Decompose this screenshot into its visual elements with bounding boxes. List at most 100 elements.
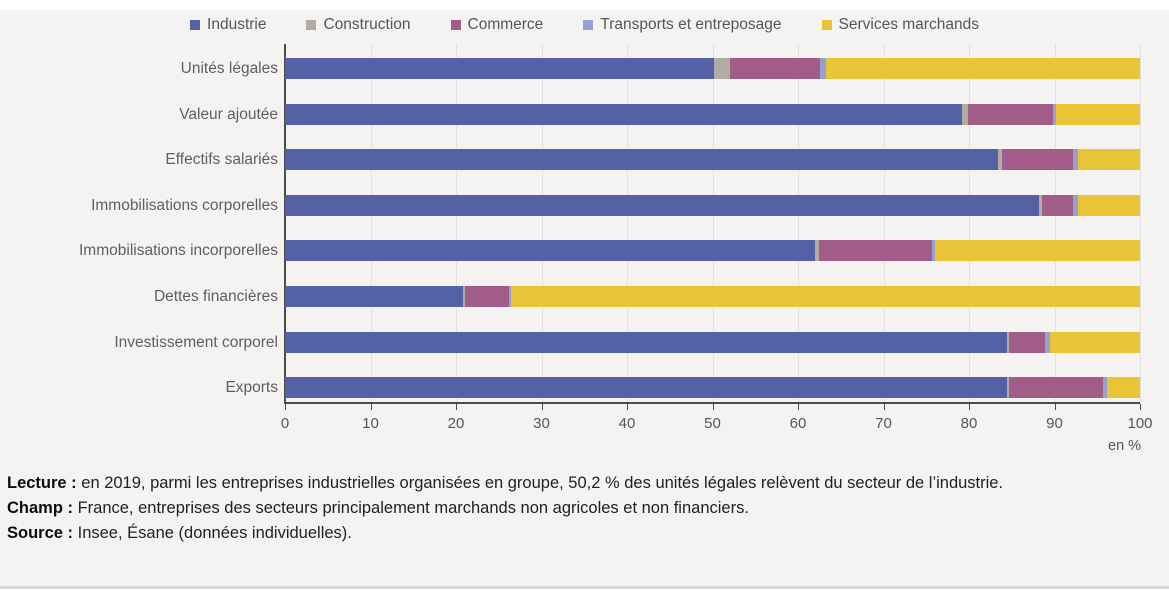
axis-tick-label: 10: [362, 415, 379, 432]
chart-legend: Industrie Construction Commerce Transports …: [0, 13, 1169, 37]
gridline: [1054, 44, 1056, 402]
axis-unit-label: en %: [1108, 438, 1142, 454]
gridline: [627, 44, 628, 402]
bar-segment: [1039, 195, 1042, 216]
chart-footer: Lecture : en 2019, parmi les entreprises…: [7, 471, 1164, 546]
legend-swatch-icon: [450, 20, 461, 30]
legend-item-1: Industrie: [190, 16, 266, 34]
category-label: Dettes financières: [153, 287, 278, 305]
bar-segment: [1073, 149, 1079, 170]
footer-champ-text: France, entreprises des secteurs princip…: [73, 499, 749, 517]
gridline: [883, 44, 885, 402]
footer-lecture-text: en 2019, parmi les entreprises industrie…: [76, 474, 1004, 492]
axis-tick: [712, 404, 714, 410]
bar-row: [285, 286, 1140, 307]
gridline: [541, 44, 543, 402]
axis-tick: [798, 404, 799, 410]
bar-segment: [510, 286, 1140, 307]
bar-segment: [1073, 195, 1079, 216]
bar-segment: [285, 377, 1007, 398]
bar-segment: [934, 240, 1140, 261]
category-label: Investissement corporel: [114, 333, 278, 351]
bar-segment: [1078, 195, 1140, 216]
bar-segment: [1041, 195, 1074, 216]
bar-segment: [464, 286, 509, 307]
bar-segment: [1002, 149, 1074, 170]
axis-tick-label: 50: [704, 415, 721, 432]
gridline: [456, 44, 457, 402]
bar-segment: [714, 58, 730, 79]
axis-tick: [370, 404, 372, 410]
bar-segment: [962, 104, 969, 125]
legend-label: Construction: [323, 16, 411, 33]
bar-segment: [285, 286, 463, 307]
gridline: [1140, 44, 1141, 402]
bar-segment: [1006, 332, 1010, 353]
gridline: [798, 44, 799, 402]
bar-row: [285, 240, 1140, 261]
category-label: Effectifs salariés: [165, 150, 278, 168]
bar-segment: [508, 286, 511, 307]
footer-source-label: Source :: [7, 524, 74, 542]
bar-segment: [285, 149, 999, 170]
bar-segment: [1006, 377, 1010, 398]
gridline: [712, 44, 714, 402]
bar-segment: [1009, 332, 1046, 353]
bar-segment: [285, 104, 963, 125]
axis-tick-label: 70: [875, 415, 892, 432]
axis-tick-label: 0: [280, 415, 290, 432]
legend-swatch-icon: [821, 20, 832, 30]
bar-segment: [729, 58, 821, 79]
axis-tick-label: 80: [960, 415, 978, 432]
bar-segment: [1106, 377, 1140, 398]
legend-item-3: Commerce: [450, 16, 543, 34]
legend-swatch-icon: [583, 20, 594, 30]
bar-segment: [932, 240, 935, 261]
bar-segment: [820, 58, 827, 79]
gridline: [969, 44, 970, 402]
axis-tick-label: 20: [447, 415, 465, 432]
footer-source: Source : Insee, Ésane (données individue…: [7, 521, 1164, 546]
bar-segment: [462, 286, 465, 307]
bar-segment: [285, 58, 715, 79]
legend-item-5: Services marchands: [821, 16, 979, 34]
footer-source-text: Insee, Ésane (données individuelles).: [73, 524, 352, 542]
axis-tick-label: 90: [1046, 415, 1063, 432]
bar-segment: [815, 240, 820, 261]
bar-segment: [285, 195, 1040, 216]
legend-swatch-icon: [306, 20, 317, 30]
bar-row: [285, 195, 1140, 216]
x-axis-line: [284, 402, 1140, 404]
axis-tick-label: 60: [789, 415, 807, 432]
bar-row: [285, 332, 1140, 353]
bar-segment: [1052, 104, 1057, 125]
bar-segment: [1009, 377, 1104, 398]
bar-segment: [285, 332, 1007, 353]
bar-row: [285, 104, 1140, 125]
legend-swatch-icon: [190, 20, 201, 30]
bar-segment: [998, 149, 1003, 170]
bar-segment: [285, 240, 816, 261]
axis-tick-label: 40: [618, 415, 636, 432]
bar-segment: [1103, 377, 1107, 398]
category-label: Immobilisations corporelles: [91, 196, 278, 214]
axis-tick: [627, 404, 628, 410]
axis-tick: [883, 404, 885, 410]
category-label: Exports: [225, 378, 278, 396]
bar-segment: [819, 240, 933, 261]
bar-segment: [1050, 332, 1140, 353]
axis-tick: [1140, 404, 1141, 410]
axis-tick-label: 30: [533, 415, 550, 432]
y-axis-line: [284, 44, 286, 404]
bar-segment: [1078, 149, 1140, 170]
axis-tick: [541, 404, 543, 410]
legend-label: Transports et entreposage: [600, 16, 782, 33]
axis-tick: [285, 404, 286, 410]
footer-lecture: Lecture : en 2019, parmi les entreprises…: [7, 471, 1164, 496]
bar-row: [285, 377, 1140, 398]
bar-row: [285, 58, 1140, 79]
gridline: [370, 44, 372, 402]
legend-label: Services marchands: [838, 16, 979, 33]
category-label: Valeur ajoutée: [179, 105, 278, 123]
